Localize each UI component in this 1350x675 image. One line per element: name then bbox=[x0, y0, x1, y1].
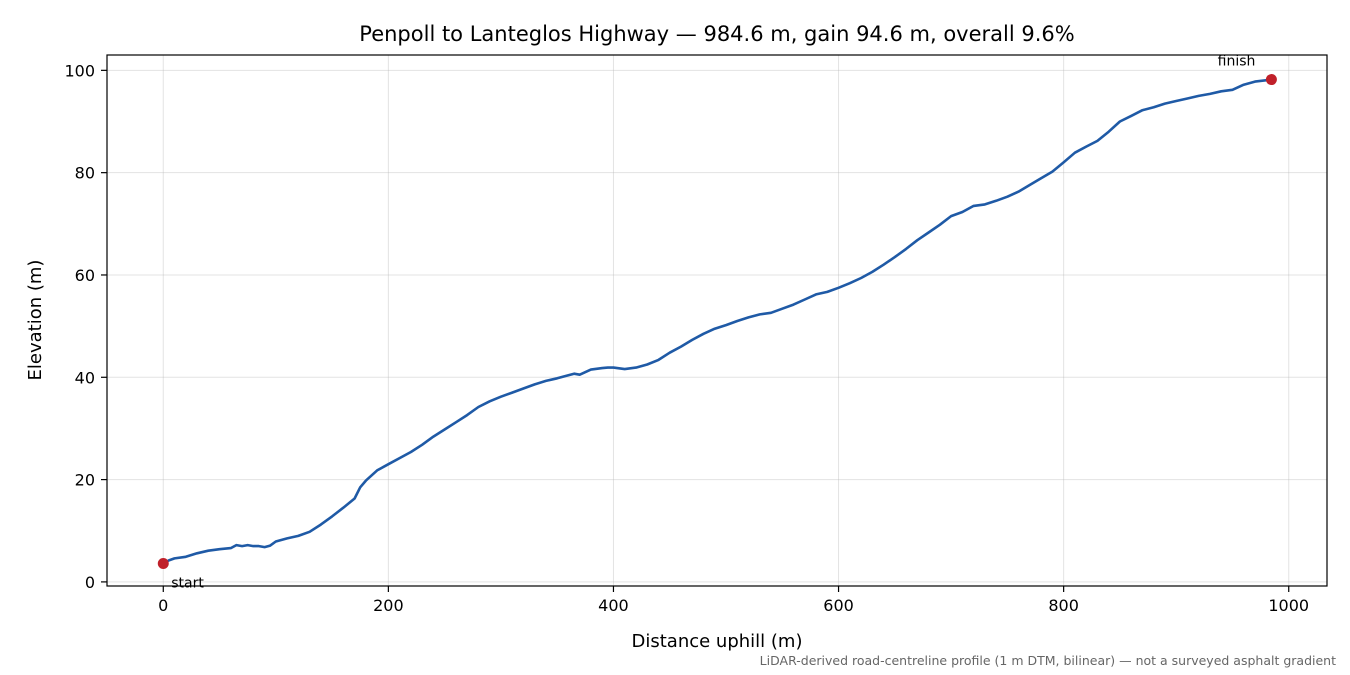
y-tick-label: 40 bbox=[75, 368, 95, 387]
elevation-profile-line bbox=[162, 78, 1272, 565]
grid-lines bbox=[107, 55, 1327, 586]
data-source-footnote: LiDAR-derived road-centreline profile (1… bbox=[760, 653, 1336, 668]
markers: start finish bbox=[157, 54, 1277, 591]
x-ticks: 0 200 400 600 800 1000 bbox=[158, 586, 1309, 615]
x-tick-label: 0 bbox=[158, 596, 168, 615]
y-tick-label: 80 bbox=[75, 164, 95, 183]
start-marker bbox=[157, 557, 169, 569]
y-axis-label: Elevation (m) bbox=[25, 260, 46, 381]
x-tick-label: 1000 bbox=[1268, 596, 1309, 615]
finish-marker bbox=[1265, 74, 1277, 86]
x-tick-label: 200 bbox=[373, 596, 404, 615]
y-tick-label: 20 bbox=[75, 471, 95, 490]
y-tick-label: 0 bbox=[85, 573, 95, 592]
x-tick-label: 400 bbox=[598, 596, 629, 615]
y-tick-label: 60 bbox=[75, 266, 95, 285]
y-tick-label: 100 bbox=[64, 61, 95, 80]
x-tick-label: 600 bbox=[823, 596, 854, 615]
x-axis-label: Distance uphill (m) bbox=[632, 631, 803, 652]
plot-frame bbox=[106, 54, 1328, 587]
y-ticks: 0 20 40 60 80 100 bbox=[64, 61, 107, 592]
chart-title: Penpoll to Lanteglos Highway — 984.6 m, … bbox=[359, 22, 1074, 46]
x-tick-label: 800 bbox=[1048, 596, 1079, 615]
start-label: start bbox=[171, 575, 204, 591]
finish-label: finish bbox=[1218, 54, 1256, 70]
